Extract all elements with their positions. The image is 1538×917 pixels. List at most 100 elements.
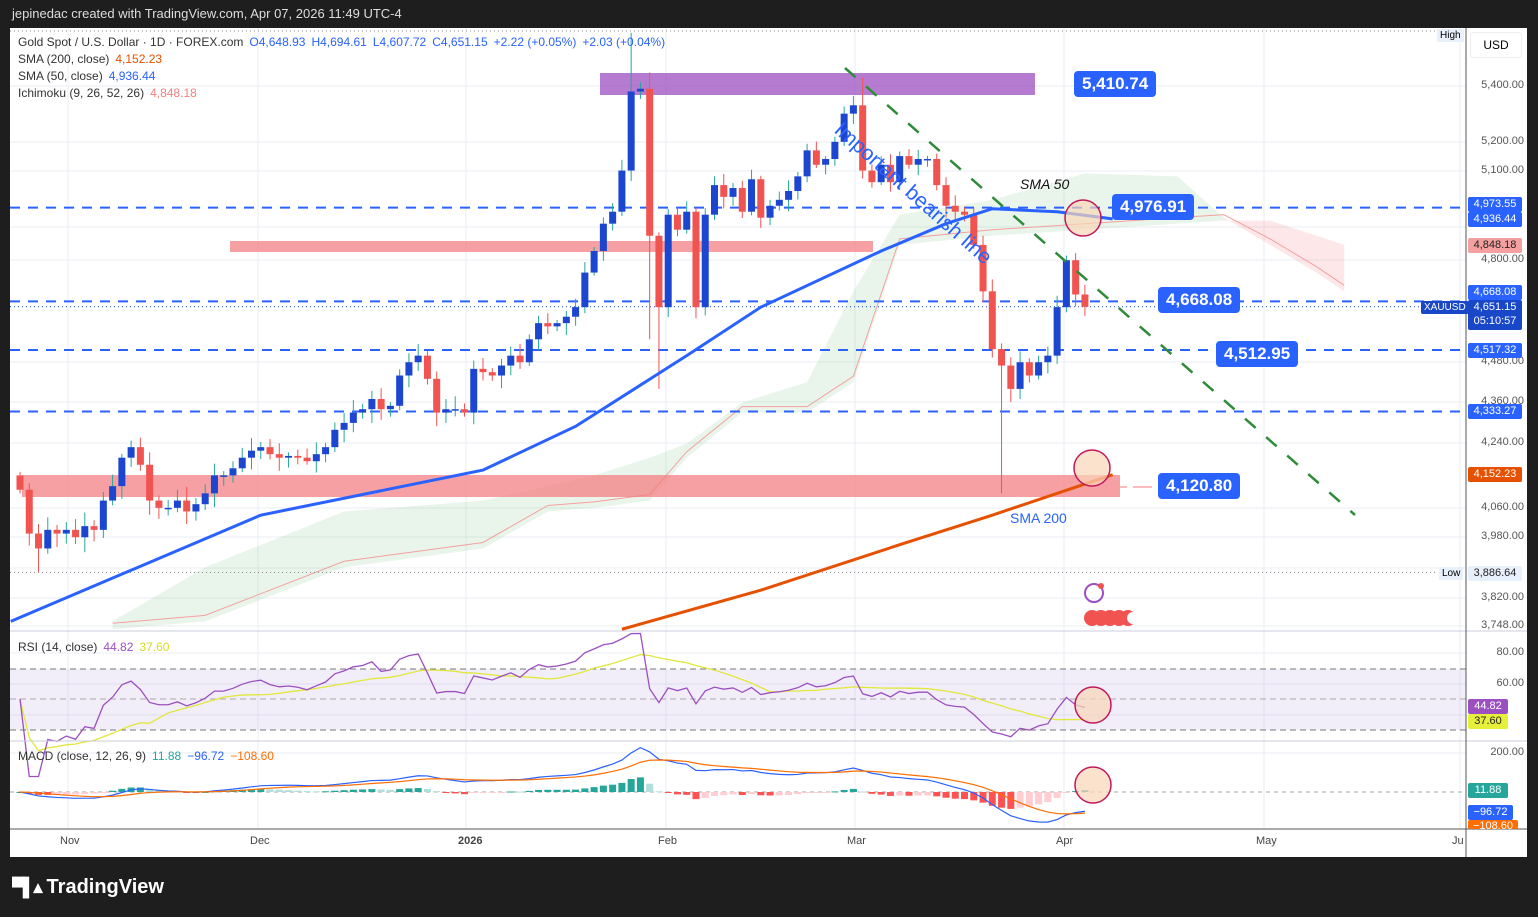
sma200-line: [621, 473, 1114, 631]
brand-name: TradingView: [46, 876, 164, 898]
candle: [396, 369, 404, 411]
candle: [618, 159, 626, 216]
macd-signal-value: −108.60: [230, 749, 274, 763]
candle: [1035, 355, 1043, 380]
sma50-label: SMA (50, close): [18, 69, 103, 83]
candle: [683, 201, 691, 234]
macd-histogram-bar: [636, 777, 644, 792]
candle: [405, 353, 413, 388]
macd-histogram-bar: [479, 792, 487, 793]
currency-button[interactable]: USD: [1470, 32, 1522, 58]
sma50-line: [10, 207, 1113, 623]
sma200-legend[interactable]: SMA (200, close) 4,152.23: [18, 52, 168, 66]
macd-histogram-bar: [1044, 792, 1052, 803]
candle: [525, 334, 533, 366]
macd-histogram-bar: [812, 792, 820, 793]
close-value: C4,651.15: [432, 35, 488, 49]
macd-histogram-bar: [81, 792, 89, 794]
candle: [609, 203, 617, 231]
price-axis-label: 5,400.00: [1481, 79, 1524, 91]
macd-histogram-bar: [1035, 792, 1043, 805]
sma50-legend[interactable]: SMA (50, close) 4,936.44: [18, 69, 161, 83]
candle: [831, 136, 839, 166]
macd-histogram-bar: [535, 790, 543, 792]
tag-macd-line: −96.72: [1468, 805, 1513, 820]
rsi-value: 44.82: [103, 640, 134, 654]
macd-signal-line: [19, 759, 1085, 815]
time-axis-label: Mar: [847, 835, 866, 847]
rsi-ma-value: 37.60: [139, 640, 170, 654]
macd-histogram-bar: [53, 792, 61, 795]
candle: [118, 453, 126, 499]
ichimoku-value: 4,848.18: [150, 86, 197, 100]
tag-sma50: 4,936.44: [1468, 212, 1522, 227]
chart-panel[interactable]: [10, 28, 1527, 857]
candle: [16, 471, 24, 494]
macd-legend[interactable]: MACD (close, 12, 26, 9) 11.88 −96.72 −108.6…: [18, 749, 280, 763]
symbol-legend[interactable]: Gold Spot / U.S. Dollar · 1D · FOREX.com…: [18, 35, 671, 49]
candle: [544, 313, 552, 335]
candle: [998, 343, 1006, 494]
macd-histogram-bar: [136, 787, 144, 792]
macd-histogram-bar: [322, 791, 330, 793]
candle: [923, 155, 931, 167]
candle: [775, 191, 783, 211]
macd-histogram-bar: [1007, 792, 1015, 809]
low-marker: Low: [1439, 567, 1464, 580]
candle: [285, 452, 293, 468]
macd-histogram-bar: [553, 789, 561, 792]
macd-histogram-bar: [460, 792, 468, 795]
macd-histogram-bar: [470, 792, 478, 794]
candle: [738, 180, 746, 218]
candle: [451, 396, 459, 417]
tag-macd-signal: −108.60: [1468, 820, 1518, 829]
tag-ichimoku: 4,848.18: [1468, 238, 1522, 253]
candle: [896, 151, 904, 189]
candle: [748, 169, 756, 216]
macd-histogram-bar: [859, 791, 867, 793]
rsi-ma-line: [19, 654, 1085, 752]
tag-level-4: 4,333.27: [1468, 404, 1522, 419]
candle: [812, 141, 820, 168]
macd-histogram-bar: [1025, 792, 1033, 807]
macd-histogram-bar: [627, 779, 635, 792]
candle: [257, 441, 265, 460]
macd-histogram-bar: [683, 792, 691, 795]
highlight-circle-sma200: [1073, 449, 1111, 487]
rsi-legend[interactable]: RSI (14, close) 44.82 37.60: [18, 640, 175, 654]
candle: [220, 471, 228, 486]
macd-histogram-bar: [711, 792, 718, 796]
open-value: O4,648.93: [249, 35, 306, 49]
candle: [701, 208, 709, 316]
candle: [711, 176, 718, 220]
macd-histogram-bar: [692, 792, 700, 800]
candle: [1025, 358, 1033, 383]
candle: [146, 452, 154, 515]
macd-histogram-bar: [988, 792, 996, 806]
candle: [488, 368, 496, 381]
macd-histogram-bar: [766, 792, 774, 796]
macd-histogram-bar: [775, 792, 783, 796]
macd-histogram-bar: [970, 792, 978, 801]
macd-hist-value: 11.88: [152, 749, 182, 763]
candle: [655, 232, 663, 389]
change-value-2: +2.03 (+0.04%): [582, 35, 666, 49]
sma200-annotation: SMA 200: [1010, 510, 1067, 526]
chart-canvas[interactable]: [10, 28, 1527, 857]
tag-rsi: 44.82: [1468, 699, 1508, 714]
macd-histogram-bar: [386, 789, 394, 792]
ichimoku-cloud-segment: [992, 173, 1085, 236]
ichimoku-legend[interactable]: Ichimoku (9, 26, 52, 26) 4,848.18: [18, 86, 203, 100]
macd-histogram-bar: [405, 788, 413, 792]
macd-histogram-bar: [99, 792, 107, 793]
change-value: +2.22 (+0.05%): [493, 35, 577, 49]
candle: [572, 298, 580, 326]
macd-histogram-bar: [266, 789, 274, 792]
tradingview-logo[interactable]: ▀▌▴ TradingView: [12, 876, 164, 899]
tag-rsi-ma: 37.60: [1468, 714, 1508, 729]
tag-macd-hist: 11.88: [1468, 783, 1508, 798]
macd-histogram-bar: [868, 792, 876, 794]
price-axis-label: 4,240.00: [1481, 436, 1524, 448]
macd-histogram-bar: [516, 791, 524, 793]
candle: [859, 77, 867, 179]
